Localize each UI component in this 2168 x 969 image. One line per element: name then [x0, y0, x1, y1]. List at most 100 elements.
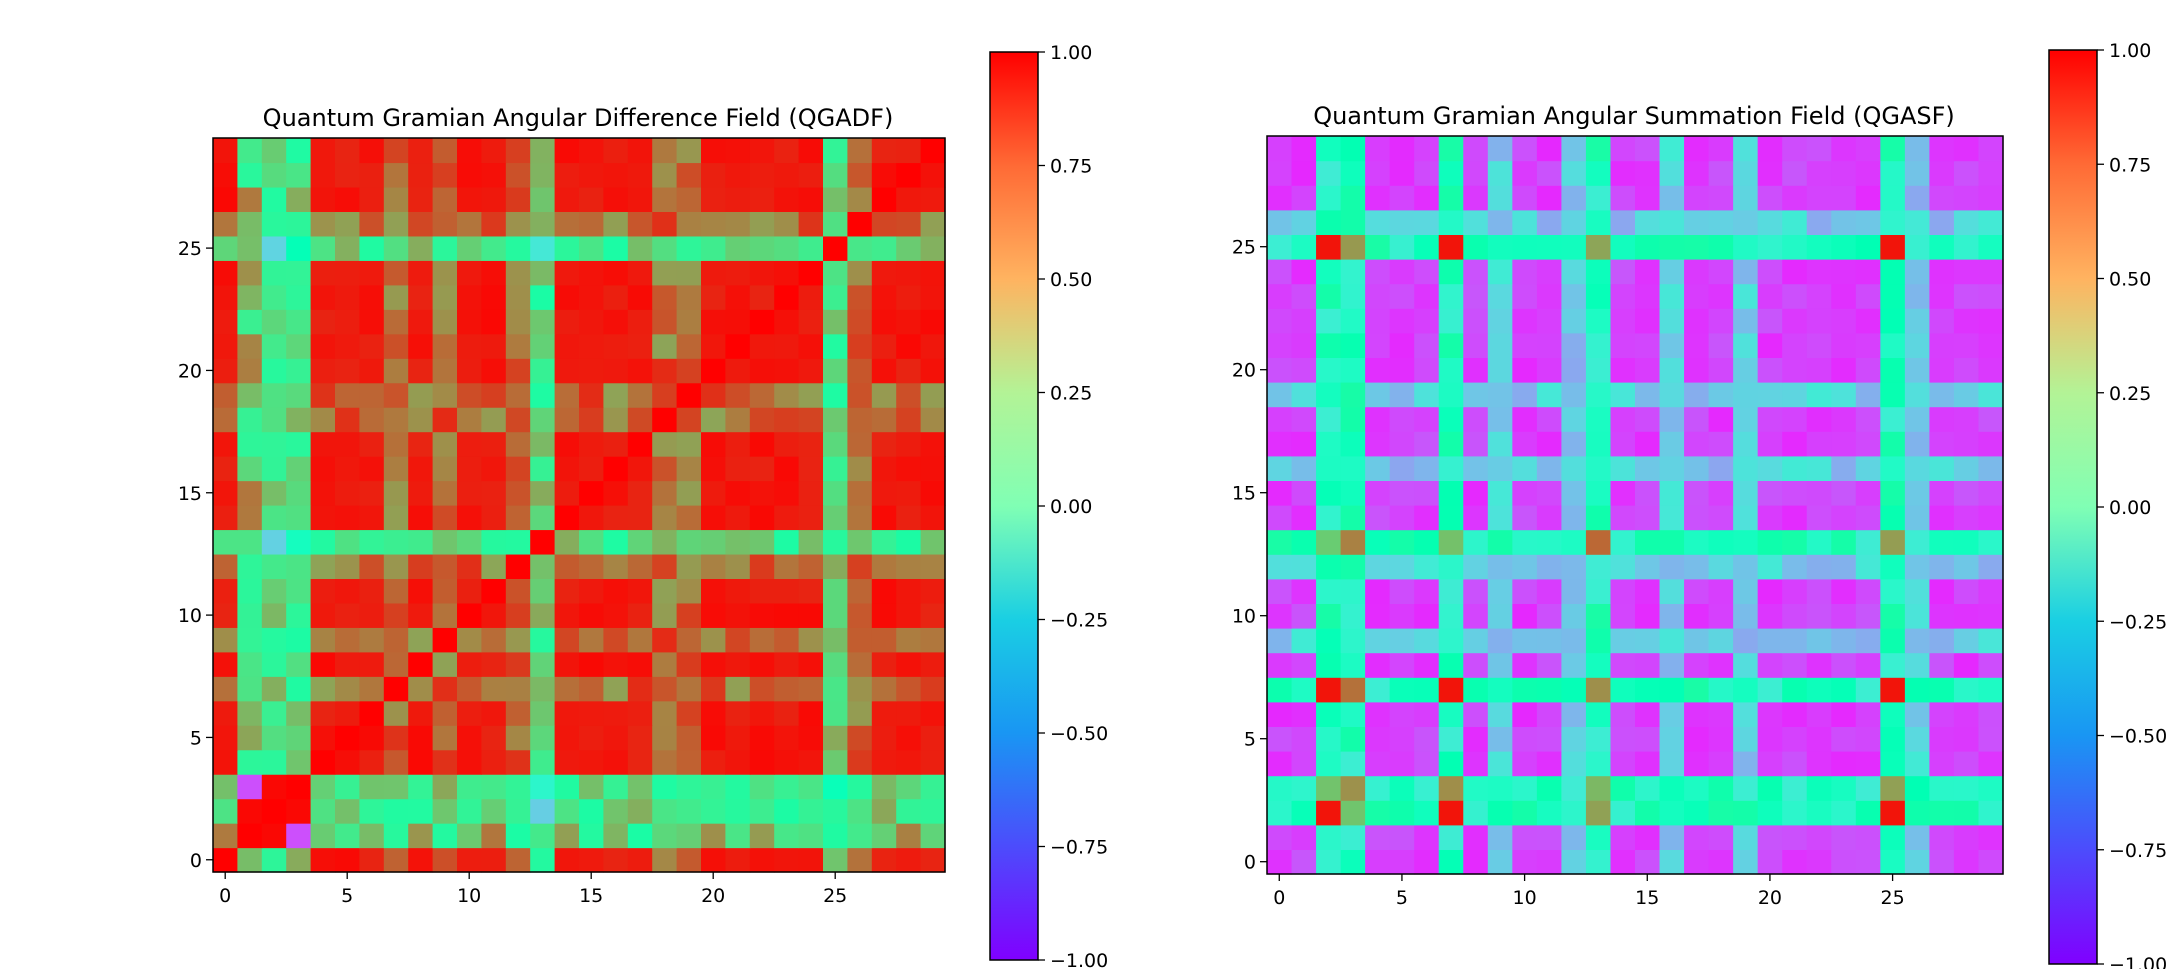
heatmap-cell — [725, 382, 751, 408]
heatmap-cell — [1978, 234, 2004, 260]
heatmap-cell — [1855, 209, 1881, 235]
heatmap-cell — [432, 627, 458, 653]
heatmap-cell — [627, 382, 653, 408]
heatmap-cell — [310, 553, 336, 579]
heatmap-cell — [530, 431, 556, 457]
heatmap-cell — [676, 284, 702, 310]
heatmap-cell — [1635, 775, 1661, 801]
heatmap-cell — [1561, 603, 1587, 629]
heatmap-cell — [1291, 628, 1317, 654]
heatmap-cell — [1414, 332, 1440, 358]
x-tick-label: 5 — [341, 885, 353, 907]
heatmap-cell — [676, 162, 702, 188]
heatmap-cell — [457, 431, 482, 457]
heatmap-cell — [1855, 726, 1881, 752]
heatmap-cell — [1561, 726, 1587, 752]
heatmap-cell — [823, 578, 848, 604]
heatmap-cell — [1414, 283, 1440, 309]
heatmap-cell — [1487, 578, 1513, 604]
heatmap-cell — [286, 162, 312, 188]
heatmap-cell — [1414, 209, 1440, 235]
heatmap-cell — [1757, 455, 1783, 481]
heatmap-cell — [1806, 136, 1832, 162]
heatmap-cell — [725, 725, 751, 751]
heatmap-cell — [798, 798, 824, 824]
heatmap-cell — [237, 651, 263, 677]
qgadf-frame — [212, 137, 946, 873]
colorbar-tick-label: 0.00 — [1050, 496, 1092, 518]
heatmap-cell — [481, 260, 507, 286]
heatmap-cell — [871, 823, 897, 849]
heatmap-cell — [1389, 603, 1415, 629]
y-tick-label: 5 — [190, 727, 202, 749]
heatmap-cell — [1316, 160, 1342, 186]
heatmap-cell — [1708, 529, 1734, 555]
heatmap-cell — [1463, 308, 1489, 334]
heatmap-cell — [530, 358, 556, 384]
heatmap-cell — [286, 211, 312, 237]
heatmap-cell — [579, 798, 604, 824]
heatmap-cell — [652, 260, 678, 286]
heatmap-cell — [1880, 160, 1906, 186]
heatmap-cell — [383, 676, 409, 702]
heatmap-cell — [286, 260, 312, 286]
heatmap-cell — [1806, 529, 1832, 555]
heatmap-cell — [1708, 849, 1734, 875]
heatmap-cell — [310, 578, 336, 604]
heatmap-cell — [1757, 431, 1783, 457]
heatmap-cell — [383, 847, 409, 873]
heatmap-cell — [530, 480, 556, 506]
heatmap-cell — [1855, 455, 1881, 481]
heatmap-cell — [603, 553, 629, 579]
heatmap-cell — [1536, 332, 1562, 358]
heatmap-cell — [1733, 480, 1759, 506]
heatmap-cell — [383, 162, 409, 188]
heatmap-cell — [261, 333, 287, 359]
heatmap-cell — [1316, 751, 1342, 777]
heatmap-cell — [1684, 431, 1710, 457]
heatmap-cell — [213, 480, 238, 506]
heatmap-cell — [603, 700, 629, 726]
heatmap-cell — [1757, 209, 1783, 235]
heatmap-cell — [383, 823, 409, 849]
heatmap-cell — [1340, 849, 1366, 875]
heatmap-cell — [701, 553, 726, 579]
heatmap-cell — [676, 774, 702, 800]
heatmap-cell — [774, 333, 800, 359]
heatmap-cell — [1463, 800, 1489, 826]
heatmap-cell — [1635, 382, 1661, 408]
heatmap-cell — [579, 186, 604, 212]
heatmap-cell — [1684, 677, 1710, 703]
heatmap-cell — [1365, 701, 1391, 727]
heatmap-cell — [1684, 455, 1710, 481]
heatmap-cell — [1684, 357, 1710, 383]
heatmap-cell — [579, 382, 604, 408]
heatmap-cell — [603, 627, 629, 653]
heatmap-cell — [432, 823, 458, 849]
heatmap-cell — [871, 700, 897, 726]
heatmap-cell — [383, 553, 409, 579]
heatmap-cell — [1929, 209, 1955, 235]
heatmap-cell — [1267, 136, 1293, 162]
heatmap-cell — [652, 333, 678, 359]
heatmap-cell — [1806, 332, 1832, 358]
heatmap-cell — [1659, 209, 1685, 235]
heatmap-cell — [1536, 160, 1562, 186]
heatmap-cell — [1267, 259, 1293, 285]
heatmap-cell — [1659, 332, 1685, 358]
heatmap-cell — [481, 823, 507, 849]
heatmap-cell — [408, 505, 434, 531]
heatmap-cell — [627, 480, 653, 506]
heatmap-cell — [432, 529, 458, 555]
heatmap-cell — [1880, 308, 1906, 334]
heatmap-cell — [1757, 603, 1783, 629]
heatmap-cell — [554, 725, 580, 751]
y-tick-label: 25 — [1232, 237, 1256, 259]
heatmap-cell — [432, 553, 458, 579]
heatmap-cell — [1904, 357, 1930, 383]
heatmap-cell — [408, 235, 434, 261]
heatmap-cell — [335, 284, 360, 310]
heatmap-cell — [213, 284, 238, 310]
heatmap-cell — [701, 284, 726, 310]
heatmap-cell — [1978, 775, 2004, 801]
